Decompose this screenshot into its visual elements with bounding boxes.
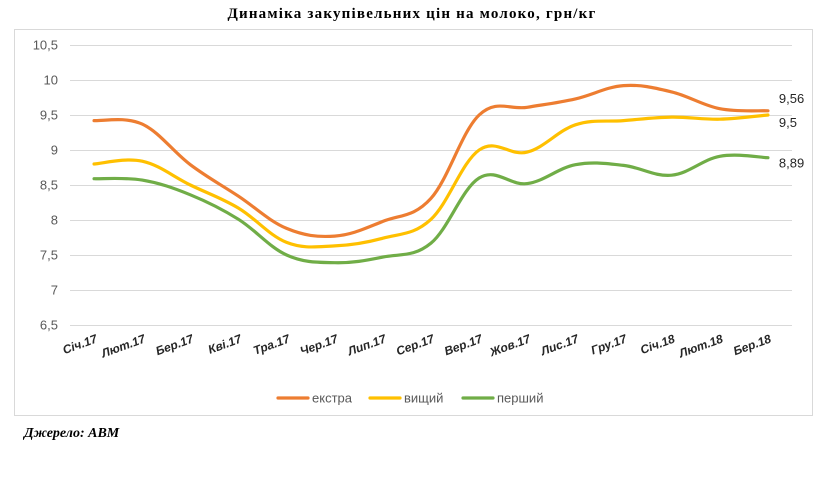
legend: екстра вищий перший [276,391,543,406]
chart-frame [14,29,813,416]
y-tick-label: 8 [51,213,58,228]
x-tick-label: Січ.18 [638,332,677,357]
series-line-2 [92,153,770,265]
y-axis-ticks: 6,5 7 7,5 8 8,5 9 9,5 10 10,5 [33,38,58,333]
y-tick-label: 8,5 [40,178,58,193]
data-labels: 9,56 9,5 8,89 [779,91,804,171]
x-tick-label: Сер.17 [394,331,437,358]
x-tick-label: Бер.17 [154,331,197,358]
y-tick-label: 10 [44,73,58,88]
y-tick-label: 9,5 [40,108,58,123]
x-tick-label: Лют.17 [99,331,149,361]
x-tick-label: Лют.18 [676,332,725,361]
legend-label: вищий [404,391,443,406]
y-tick-label: 6,5 [40,318,58,333]
legend-label: екстра [312,391,353,406]
series-line-1 [92,113,770,249]
y-tick-label: 7,5 [40,248,58,263]
x-tick-label: Жов.17 [487,331,534,359]
gridlines [70,45,792,326]
y-tick-label: 10,5 [33,38,58,53]
series-lines [92,83,770,265]
x-tick-label: Бер.18 [731,332,773,359]
x-tick-label: Лип.17 [345,331,389,358]
x-tick-label: Тра.17 [251,331,292,358]
source-note: Джерело: АВМ [24,426,120,441]
x-axis-ticks: Січ.17 Лют.17 Бер.17 Кві.17 Тра.17 Чер.17 Лип.… [61,331,773,361]
end-value-label: 9,56 [779,91,804,106]
end-value-label: 8,89 [779,156,804,171]
x-tick-label: Кві.17 [206,331,245,356]
y-tick-label: 9 [51,143,58,158]
x-tick-label: Лис.17 [538,331,582,358]
chart-title: Динаміка закупівельних цін на молоко, гр… [227,6,597,22]
x-tick-label: Гру.17 [589,331,630,357]
end-value-label: 9,5 [779,115,797,130]
x-tick-label: Вер.17 [442,331,485,358]
x-tick-label: Січ.17 [61,331,101,357]
y-tick-label: 7 [51,283,58,298]
x-tick-label: Чер.17 [298,331,341,358]
legend-label: перший [497,391,543,406]
series-line-0 [92,83,770,239]
